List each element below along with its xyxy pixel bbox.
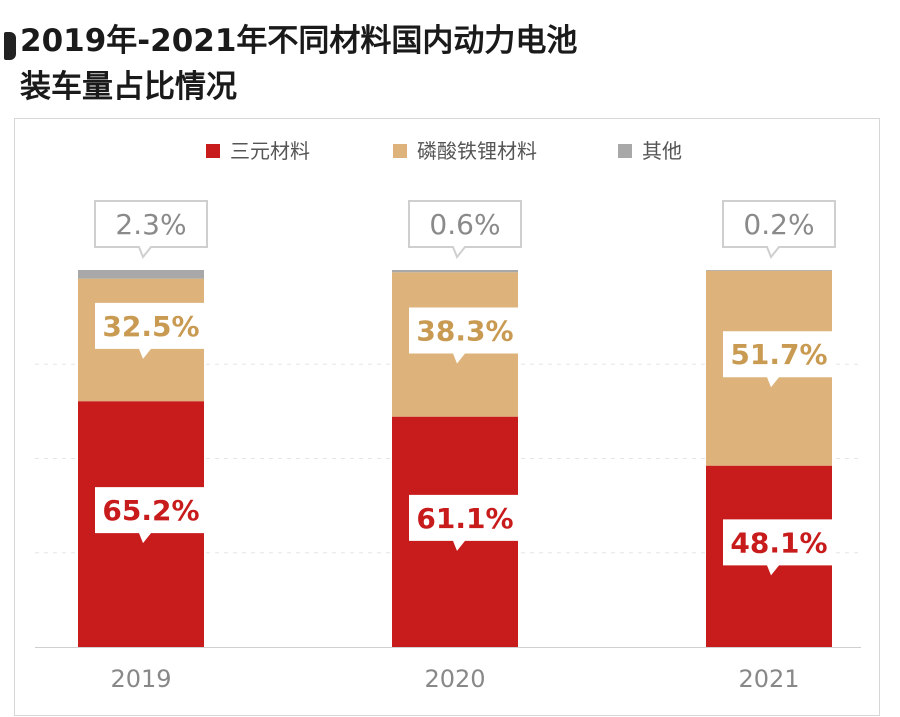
- x-tick-label-2019: 2019: [110, 665, 171, 693]
- data-label-box: [408, 200, 522, 259]
- x-tick-label-2020: 2020: [424, 665, 485, 693]
- data-label-text: 51.7%: [730, 338, 827, 371]
- title-line-2: 装车量占比情况: [20, 69, 237, 105]
- page-title: 2019年-2021年不同材料国内动力电池 装车量占比情况: [20, 18, 780, 110]
- data-label-box: [409, 494, 521, 551]
- data-label-text: 2.3%: [115, 208, 186, 241]
- data-label-box: [94, 200, 208, 259]
- data-label-text: 48.1%: [730, 526, 827, 559]
- data-label-2019-series-2: 2.3%: [94, 200, 208, 259]
- stacked-bar-chart: 三元材料 磷酸铁锂材料 其他 2019 65.2% 32.5% 2.3% 2020 61.1% 3…: [35, 139, 861, 693]
- data-label-box: [723, 519, 835, 576]
- data-label-box: [722, 200, 836, 259]
- data-label-box: [409, 307, 521, 364]
- data-label-text: 32.5%: [102, 310, 199, 343]
- data-label-text: 61.1%: [416, 502, 513, 535]
- chart-frame: 三元材料 磷酸铁锂材料 其他 2019 65.2% 32.5% 2.3% 2020 61.1% 3…: [14, 118, 880, 716]
- data-label-text: 0.2%: [743, 208, 814, 241]
- data-label-box: [95, 487, 207, 544]
- data-label-box: [95, 302, 207, 359]
- legend-label-2: 其他: [642, 139, 682, 163]
- bar-2019-series-2: [78, 270, 204, 279]
- data-label-2021-series-2: 0.2%: [722, 200, 836, 259]
- data-label-text: 65.2%: [102, 494, 199, 527]
- bar-2020-series-2: [392, 270, 518, 273]
- data-label-2020-series-1: 38.3%: [409, 307, 521, 364]
- title-line-1: 2019年-2021年不同材料国内动力电池: [20, 23, 578, 59]
- bar-2021-series-2: [706, 270, 832, 271]
- legend: 三元材料 磷酸铁锂材料 其他: [206, 139, 682, 163]
- legend-label-1: 磷酸铁锂材料: [417, 139, 537, 163]
- legend-swatch-2: [618, 144, 632, 158]
- data-label-2021-series-1: 51.7%: [723, 331, 835, 388]
- legend-swatch-1: [393, 144, 407, 158]
- legend-swatch-0: [206, 144, 220, 158]
- data-label-text: 38.3%: [416, 314, 513, 347]
- legend-label-0: 三元材料: [230, 139, 310, 163]
- data-label-2020-series-2: 0.6%: [408, 200, 522, 259]
- data-label-box: [723, 331, 835, 388]
- data-label-2020-series-0: 61.1%: [409, 494, 521, 551]
- title-marker: [4, 32, 16, 60]
- data-label-2019-series-1: 32.5%: [95, 302, 207, 359]
- x-tick-label-2021: 2021: [738, 665, 799, 693]
- data-label-2021-series-0: 48.1%: [723, 519, 835, 576]
- data-label-2019-series-0: 65.2%: [95, 487, 207, 544]
- data-label-text: 0.6%: [429, 208, 500, 241]
